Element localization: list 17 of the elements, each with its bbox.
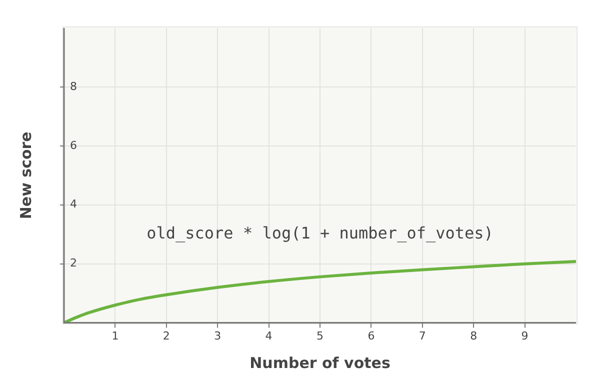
x-axis-title: Number of votes bbox=[250, 354, 390, 372]
y-tick-label: 4 bbox=[70, 198, 77, 211]
x-tick-label: 5 bbox=[316, 329, 324, 342]
y-tick-label: 6 bbox=[70, 138, 77, 152]
x-tick-label: 7 bbox=[418, 329, 426, 342]
y-tick-label: 8 bbox=[70, 80, 77, 93]
x-tick-label: 9 bbox=[521, 329, 528, 342]
line-series bbox=[64, 260, 576, 323]
x-tick-label: 8 bbox=[470, 329, 478, 342]
x-tick-label: 4 bbox=[265, 329, 272, 342]
y-axis-title: New score bbox=[16, 132, 35, 220]
x-tick-label: 2 bbox=[162, 329, 170, 342]
x-tick-label: 3 bbox=[214, 329, 222, 342]
x-tick-label: 1 bbox=[112, 329, 119, 342]
y-tick-label: 2 bbox=[70, 256, 77, 270]
x-tick-label: 6 bbox=[368, 329, 375, 342]
annotation: old_score * log(1 + number_of_votes) bbox=[146, 224, 494, 243]
